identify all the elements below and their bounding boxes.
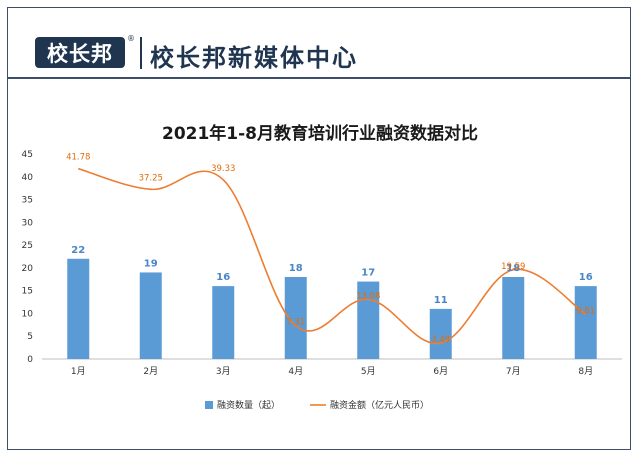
chart-frame: 校长邦 ® 校长邦新媒体中心 (7, 7, 631, 450)
bar (139, 272, 162, 359)
x-tick-label: 1月 (71, 366, 86, 377)
x-tick-label: 2月 (143, 366, 158, 377)
y-tick-label: 0 (27, 355, 33, 365)
bar-value-label: 17 (361, 268, 375, 279)
chart-title: 2021年1-8月教育培训行业融资数据对比 (162, 123, 478, 144)
x-tick-label: 3月 (216, 366, 231, 377)
bar-value-label: 19 (144, 258, 158, 269)
line-value-label: 7.31 (286, 318, 305, 328)
x-tick-label: 6月 (433, 366, 448, 377)
header-rule (8, 77, 630, 79)
x-tick-label: 8月 (578, 366, 593, 377)
amount-line (78, 167, 587, 345)
bar (67, 258, 90, 359)
header-title: 校长邦新媒体中心 (150, 43, 358, 72)
y-tick-label: 35 (22, 196, 33, 206)
y-tick-label: 20 (22, 264, 34, 274)
line-value-label: 39.33 (211, 164, 235, 174)
legend-line-label: 融资金额（亿元人民币） (330, 399, 429, 411)
x-tick-label: 5月 (361, 366, 376, 377)
y-tick-label: 40 (22, 173, 34, 183)
legend-bar-label: 融资数量（起） (217, 399, 280, 411)
registered-mark: ® (127, 34, 135, 43)
legend: 融资数量（起） 融资金额（亿元人民币） (205, 399, 429, 411)
bar-value-label: 16 (579, 272, 593, 283)
bar (284, 277, 307, 359)
legend-bar-swatch (205, 401, 213, 409)
x-tick-label: 4月 (288, 366, 303, 377)
bar-value-label: 16 (216, 272, 230, 283)
line-value-label: 41.78 (66, 153, 90, 163)
line-series (78, 167, 587, 345)
line-value-label: 37.25 (139, 173, 163, 183)
bar (212, 286, 235, 359)
bar-value-label: 18 (289, 263, 303, 274)
line-value-label: 3.49 (431, 335, 450, 345)
header-divider (140, 37, 142, 69)
bar-value-label: 18 (506, 263, 520, 274)
y-tick-label: 45 (22, 150, 33, 160)
y-tick-label: 15 (22, 287, 33, 297)
bar (502, 277, 525, 359)
line-value-label: 9.81 (576, 306, 595, 316)
brand-logo: 校长邦 (35, 37, 125, 68)
y-tick-label: 5 (27, 332, 33, 342)
chart-axes: 0 5 10 15 20 25 30 35 40 45 1月 2月 3月 4月 5月 6月 7月 8月 (22, 150, 622, 377)
bar-value-label: 11 (434, 295, 448, 306)
data-labels: 22 19 16 18 17 11 18 16 41.78 37.25 39.33 7.31 13.08… (66, 153, 595, 345)
header: 校长邦 ® 校长邦新媒体中心 (8, 8, 630, 72)
bar (429, 308, 452, 359)
line-value-label: 13.08 (356, 291, 380, 301)
x-tick-label: 7月 (506, 366, 521, 377)
line-value-label: 19.59 (501, 262, 525, 272)
bar (574, 286, 597, 359)
y-tick-label: 25 (22, 241, 33, 251)
y-tick-label: 30 (22, 218, 34, 228)
y-tick-label: 10 (22, 309, 34, 319)
bar-value-label: 22 (71, 245, 85, 256)
